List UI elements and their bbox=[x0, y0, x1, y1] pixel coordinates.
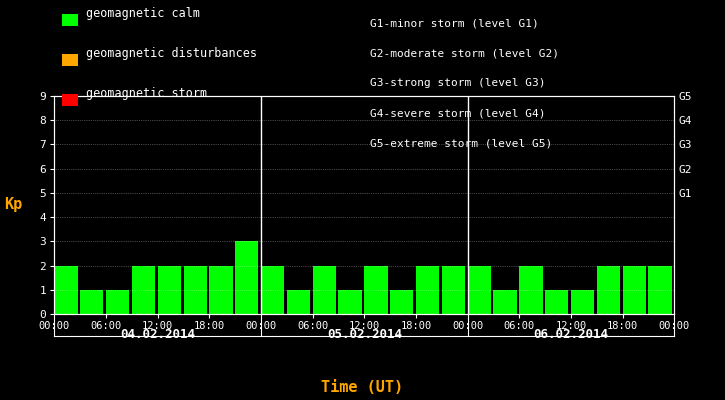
Bar bbox=[261, 266, 284, 314]
Text: geomagnetic calm: geomagnetic calm bbox=[86, 7, 200, 20]
Bar bbox=[468, 266, 491, 314]
Text: G2-moderate storm (level G2): G2-moderate storm (level G2) bbox=[370, 48, 559, 58]
Bar bbox=[235, 241, 258, 314]
Bar bbox=[623, 266, 646, 314]
Bar bbox=[442, 266, 465, 314]
Bar bbox=[210, 266, 233, 314]
Bar bbox=[494, 290, 517, 314]
Text: G1-minor storm (level G1): G1-minor storm (level G1) bbox=[370, 18, 539, 28]
Text: geomagnetic storm: geomagnetic storm bbox=[86, 87, 207, 100]
Bar bbox=[364, 266, 388, 314]
Text: Time (UT): Time (UT) bbox=[321, 380, 404, 395]
Text: Kp: Kp bbox=[4, 198, 22, 212]
Text: 04.02.2014: 04.02.2014 bbox=[120, 328, 195, 341]
Bar bbox=[339, 290, 362, 314]
Bar bbox=[157, 266, 181, 314]
Text: 05.02.2014: 05.02.2014 bbox=[327, 328, 402, 341]
Bar bbox=[519, 266, 542, 314]
Text: G4-severe storm (level G4): G4-severe storm (level G4) bbox=[370, 108, 545, 118]
Bar bbox=[648, 266, 671, 314]
Bar bbox=[597, 266, 620, 314]
Bar bbox=[80, 290, 104, 314]
Bar bbox=[416, 266, 439, 314]
Text: G5-extreme storm (level G5): G5-extreme storm (level G5) bbox=[370, 138, 552, 148]
Bar bbox=[106, 290, 129, 314]
Text: 06.02.2014: 06.02.2014 bbox=[534, 328, 608, 341]
Bar bbox=[54, 266, 78, 314]
Bar bbox=[312, 266, 336, 314]
Bar bbox=[390, 290, 413, 314]
Bar bbox=[132, 266, 155, 314]
Text: G3-strong storm (level G3): G3-strong storm (level G3) bbox=[370, 78, 545, 88]
Bar bbox=[183, 266, 207, 314]
Bar bbox=[287, 290, 310, 314]
Bar bbox=[545, 290, 568, 314]
Bar bbox=[571, 290, 594, 314]
Text: geomagnetic disturbances: geomagnetic disturbances bbox=[86, 47, 257, 60]
